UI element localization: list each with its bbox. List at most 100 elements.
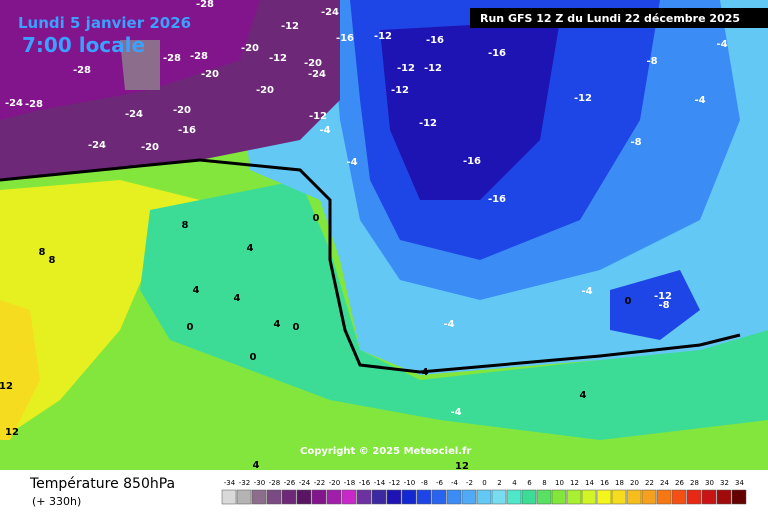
legend-swatch (551, 489, 567, 505)
legend-swatch (311, 489, 327, 505)
contour-label: -4 (716, 39, 727, 50)
contour-label: 4 (580, 390, 587, 401)
lead-time: (+ 330h) (32, 495, 81, 508)
legend-label: 20 (630, 479, 639, 487)
legend-label: 2 (497, 479, 501, 487)
very-cold-zone (380, 20, 560, 200)
legend-label: 16 (600, 479, 609, 487)
contour-label: -12 (397, 63, 415, 74)
contour-label: -12 (574, 93, 592, 104)
contour-labels: -28-24-12-16 -12 -16-20-28 -28-20-28-24 -28-… (0, 0, 728, 472)
contour-label: -8 (658, 300, 669, 311)
contour-label: 4 (274, 319, 281, 330)
contour-label: -12 (419, 118, 437, 129)
legend-swatch (371, 489, 387, 505)
legend-swatch (656, 489, 672, 505)
legend-swatch (446, 489, 462, 505)
legend-swatch (416, 489, 432, 505)
contour-label: -16 (336, 33, 354, 44)
legend-swatch (356, 489, 372, 505)
legend-label: 12 (570, 479, 579, 487)
legend-swatch (731, 489, 747, 505)
run-info: Run GFS 12 Z du Lundi 22 décembre 2025 (480, 12, 740, 25)
contour-label: -20 (141, 142, 159, 153)
legend-swatch (671, 489, 687, 505)
contour-label: -20 (304, 58, 322, 69)
legend-label: -4 (451, 479, 459, 487)
legend-label: 22 (645, 479, 654, 487)
contour-label: -4 (581, 286, 592, 297)
contour-label: 4 (253, 460, 260, 471)
legend-label: 18 (615, 479, 624, 487)
contour-label: 0 (313, 213, 320, 224)
contour-label: -12 (391, 85, 409, 96)
legend-label: 26 (675, 479, 684, 487)
legend-swatch (701, 489, 717, 505)
valid-date: Lundi 5 janvier 2026 (18, 14, 191, 32)
legend-swatch (626, 489, 642, 505)
zero-isotherm (0, 158, 741, 374)
cold-pocket (610, 270, 700, 340)
contour-label: -28 (73, 65, 91, 76)
contour-label: -28 (25, 99, 43, 110)
contour-label: -12 (269, 53, 287, 64)
legend-label: -26 (284, 479, 296, 487)
contour-label: -20 (173, 105, 191, 116)
contour-label: -12 (424, 63, 442, 74)
legend-label: -6 (436, 479, 444, 487)
legend-swatch (221, 489, 237, 505)
legend-label: -34 (224, 479, 236, 487)
legend-swatch (476, 489, 492, 505)
legend-swatch (251, 489, 267, 505)
legend-label: 30 (705, 479, 714, 487)
contour-label: 4 (247, 243, 254, 254)
contour-label: -28 (190, 51, 208, 62)
legend-label: -16 (359, 479, 371, 487)
contour-label: 8 (49, 255, 56, 266)
legend-swatch (521, 489, 537, 505)
contour-label: 4 (193, 285, 200, 296)
legend-label: 32 (720, 479, 729, 487)
contour-label: -16 (178, 125, 196, 136)
legend-label: -20 (329, 479, 340, 487)
legend-label: 8 (542, 479, 546, 487)
contour-label: -20 (201, 69, 219, 80)
contour-label: 12 (455, 461, 469, 472)
legend-swatch (461, 489, 477, 505)
contour-label: -12 (309, 111, 327, 122)
run-banner (470, 8, 768, 28)
legend-label: -10 (404, 479, 415, 487)
contour-label: -4 (319, 125, 330, 136)
legend-swatch (431, 489, 447, 505)
valid-time: 7:00 locale (22, 33, 145, 57)
contour-label: -16 (488, 194, 506, 205)
contour-label: -24 (308, 69, 326, 80)
contour-label: -8 (646, 56, 657, 67)
contour-label: -16 (488, 48, 506, 59)
legend-swatch (641, 489, 657, 505)
contour-label: 8 (182, 220, 189, 231)
legend-label: -28 (269, 479, 280, 487)
legend-label: -12 (389, 479, 400, 487)
legend-label: -30 (254, 479, 265, 487)
contour-label: -4 (346, 157, 357, 168)
contour-label: -20 (256, 85, 274, 96)
legend-swatch (581, 489, 597, 505)
legend-label: -2 (466, 479, 473, 487)
contour-label: -24 (5, 98, 23, 109)
legend-label: -18 (344, 479, 355, 487)
contour-label: -28 (196, 0, 214, 10)
legend-swatch (296, 489, 312, 505)
legend-label: -8 (421, 479, 428, 487)
copyright: Copyright © 2025 Meteociel.fr (300, 446, 471, 457)
contour-label: -12 (281, 21, 299, 32)
contour-label: -24 (125, 109, 143, 120)
legend-swatch (611, 489, 627, 505)
warm-zone (0, 300, 40, 440)
legend: -34 -32 -30 -28 -26 -24 -22 -20 -18 -16 -14 -12 -10-… (221, 479, 747, 505)
contour-label: -12 (654, 291, 672, 302)
legend-swatch (596, 489, 612, 505)
legend-swatch (566, 489, 582, 505)
contour-label: -20 (241, 43, 259, 54)
